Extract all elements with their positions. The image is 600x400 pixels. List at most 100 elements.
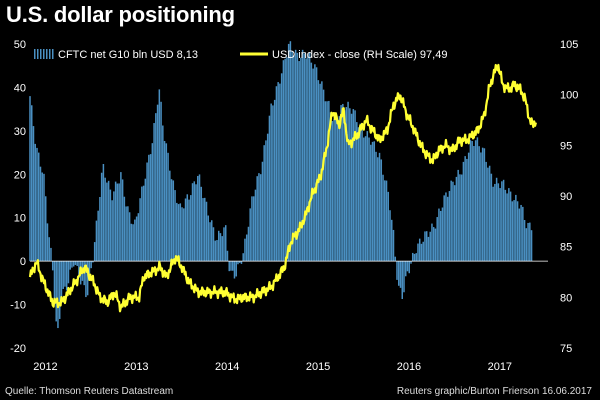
bar bbox=[279, 83, 281, 262]
bar bbox=[310, 62, 313, 262]
bar bbox=[238, 261, 241, 263]
bar bbox=[406, 261, 409, 272]
bar bbox=[62, 261, 64, 289]
bar bbox=[127, 206, 129, 262]
bar bbox=[135, 216, 138, 262]
bar bbox=[324, 101, 327, 262]
bar bbox=[452, 181, 454, 262]
bar bbox=[85, 261, 87, 298]
bar bbox=[370, 144, 372, 262]
bar bbox=[265, 140, 267, 262]
right-axis-tick-label: 90 bbox=[560, 191, 572, 203]
bar bbox=[93, 242, 96, 262]
bar bbox=[293, 55, 295, 262]
bar bbox=[263, 145, 265, 262]
bar bbox=[483, 148, 486, 262]
bar bbox=[522, 206, 524, 262]
bar bbox=[78, 261, 80, 279]
bar bbox=[495, 177, 498, 262]
x-axis-tick-label: 2017 bbox=[488, 361, 512, 373]
left-axis-tick-label: 10 bbox=[14, 213, 26, 225]
bar bbox=[132, 224, 134, 262]
bar bbox=[48, 237, 50, 262]
bar bbox=[282, 60, 285, 262]
bar bbox=[144, 178, 147, 262]
bar bbox=[457, 169, 459, 262]
right-axis-tick-label: 95 bbox=[560, 140, 572, 152]
bar bbox=[322, 89, 325, 262]
bar bbox=[179, 203, 182, 262]
bar bbox=[109, 189, 112, 262]
bar bbox=[188, 199, 190, 262]
bar bbox=[34, 143, 36, 262]
bar bbox=[286, 57, 288, 262]
bar bbox=[102, 164, 105, 262]
bar bbox=[335, 115, 337, 262]
bar bbox=[424, 231, 426, 262]
source-note: Quelle: Thomson Reuters Datastream bbox=[5, 386, 174, 397]
bar bbox=[436, 217, 438, 262]
bar bbox=[228, 261, 230, 272]
bar bbox=[420, 243, 423, 262]
bar bbox=[284, 58, 286, 262]
bar bbox=[191, 183, 194, 262]
bar bbox=[509, 191, 512, 262]
bar bbox=[212, 227, 215, 262]
right-axis-tick-label: 85 bbox=[560, 242, 572, 254]
bar bbox=[169, 170, 171, 262]
bar bbox=[441, 207, 444, 262]
usd-index-line bbox=[28, 63, 538, 313]
bar bbox=[439, 210, 442, 262]
bar bbox=[529, 222, 531, 262]
right-axis-tick-label: 105 bbox=[560, 39, 578, 51]
bar bbox=[450, 180, 452, 262]
bar bbox=[39, 166, 42, 262]
bar bbox=[254, 189, 257, 262]
bar bbox=[141, 186, 143, 262]
bar bbox=[139, 198, 141, 262]
bar bbox=[429, 231, 431, 262]
bar bbox=[44, 196, 47, 262]
bar bbox=[530, 230, 533, 262]
bar bbox=[97, 210, 99, 262]
bar bbox=[272, 105, 274, 262]
bar bbox=[231, 261, 234, 271]
bar bbox=[485, 161, 487, 262]
bar bbox=[142, 185, 145, 262]
bar bbox=[466, 158, 468, 262]
bar bbox=[53, 261, 56, 302]
bar bbox=[65, 261, 68, 291]
bar bbox=[221, 236, 223, 262]
bar bbox=[345, 107, 348, 262]
bar bbox=[273, 99, 276, 262]
bar bbox=[508, 188, 510, 262]
bar bbox=[418, 238, 421, 262]
bar bbox=[190, 195, 192, 262]
bar bbox=[387, 191, 390, 262]
legend-bar-swatch bbox=[49, 49, 51, 59]
bar bbox=[261, 161, 264, 262]
bar bbox=[258, 173, 260, 262]
bar bbox=[151, 143, 154, 262]
bar bbox=[242, 253, 244, 262]
bar bbox=[478, 146, 480, 262]
bar bbox=[287, 43, 290, 262]
bar bbox=[43, 173, 45, 262]
bar bbox=[361, 128, 363, 262]
bar bbox=[240, 261, 243, 264]
bar bbox=[342, 103, 344, 262]
bar bbox=[315, 67, 318, 262]
bar bbox=[354, 110, 356, 262]
bar bbox=[301, 49, 304, 262]
bar bbox=[118, 183, 120, 262]
bar bbox=[448, 191, 451, 262]
bar bbox=[328, 100, 330, 262]
bar bbox=[230, 261, 232, 271]
bar bbox=[513, 200, 515, 262]
legend-label-usd: USD index - close (RH Scale) 97,49 bbox=[272, 49, 447, 61]
bar bbox=[123, 196, 126, 262]
bar bbox=[476, 137, 479, 262]
bar bbox=[181, 207, 183, 262]
bar bbox=[401, 261, 403, 300]
bar bbox=[291, 51, 293, 262]
